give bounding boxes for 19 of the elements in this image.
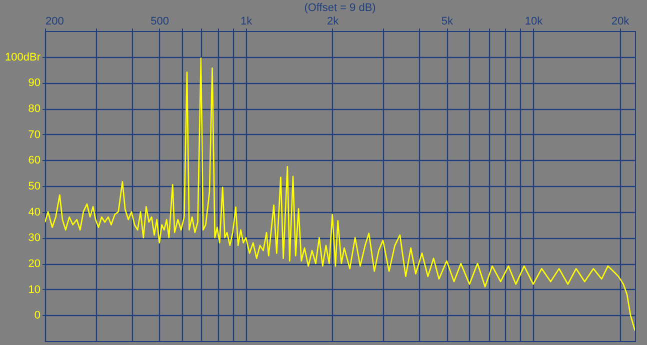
y-tick-label: 100dBr xyxy=(5,51,41,64)
y-tick-label: 40 xyxy=(28,206,40,218)
x-tick-label: 20k xyxy=(611,16,630,28)
y-tick-label: 60 xyxy=(28,154,40,167)
y-tick-label: 90 xyxy=(28,77,40,90)
y-tick-label: 50 xyxy=(28,180,40,192)
x-tick-label: 200 xyxy=(46,16,64,28)
x-tick-label: 5k xyxy=(441,16,454,28)
x-tick-label: 1k xyxy=(240,16,253,28)
x-tick-label: 10k xyxy=(524,16,544,28)
y-tick-label: 70 xyxy=(28,128,40,141)
y-tick-label: 80 xyxy=(28,103,40,115)
x-tick-label: 2k xyxy=(327,16,340,28)
y-tick-label: 0 xyxy=(34,310,40,322)
y-tick-label: 30 xyxy=(28,232,40,244)
chart-title: (Offset = 9 dB) xyxy=(304,2,376,14)
x-tick-label: 500 xyxy=(150,16,170,28)
y-tick-label: 10 xyxy=(28,284,40,296)
y-tick-label: 20 xyxy=(28,258,40,270)
